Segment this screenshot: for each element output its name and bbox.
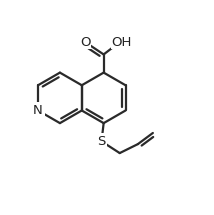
Text: O: O: [80, 35, 90, 49]
Text: OH: OH: [111, 35, 132, 49]
Text: S: S: [97, 135, 106, 148]
Text: N: N: [33, 104, 43, 117]
